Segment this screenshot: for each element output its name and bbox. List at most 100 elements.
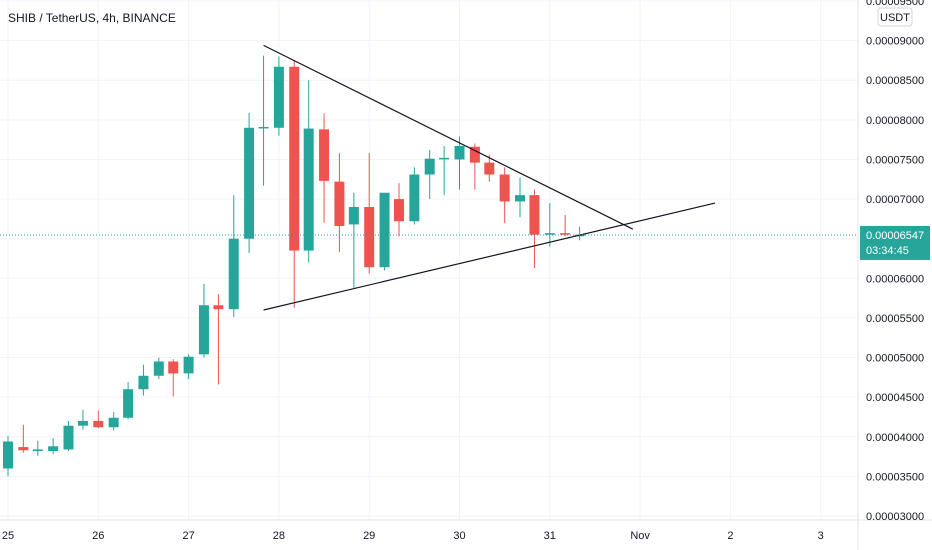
currency-badge[interactable]: USDT xyxy=(877,7,913,27)
trendline[interactable] xyxy=(263,44,634,230)
candle-body xyxy=(544,233,555,235)
candle-up[interactable] xyxy=(198,283,209,358)
candle-up[interactable] xyxy=(228,195,239,318)
candle-up[interactable] xyxy=(244,112,255,253)
candle-up[interactable] xyxy=(123,382,134,420)
candle-down[interactable] xyxy=(393,183,404,237)
price-tick-label: 0.00007500 xyxy=(866,154,924,166)
currency-label: USDT xyxy=(880,12,910,24)
candle-body xyxy=(334,181,345,227)
candle-body xyxy=(3,441,13,469)
current-price-value: 0.00006547 xyxy=(866,230,924,242)
price-tick-label: 0.00005000 xyxy=(866,353,924,365)
candle-body xyxy=(258,126,269,129)
candle-body xyxy=(364,207,375,268)
candle-up[interactable] xyxy=(108,412,119,431)
candle-down[interactable] xyxy=(213,294,224,385)
price-tick-label: 0.00009500 xyxy=(866,0,924,8)
candle-down[interactable] xyxy=(499,167,510,223)
candle-body xyxy=(183,356,194,374)
price-tick-label: 0.00008500 xyxy=(866,75,924,87)
time-tick-label: 3 xyxy=(818,530,824,542)
candle-body xyxy=(18,447,29,451)
candle-body xyxy=(228,238,239,310)
candle-down[interactable] xyxy=(529,189,540,269)
time-axis[interactable]: 25 26 27 28 29 30 31 Nov 2 3 xyxy=(2,530,824,542)
candle-body xyxy=(213,305,224,310)
candle-up[interactable] xyxy=(273,56,284,136)
candle-up[interactable] xyxy=(32,440,43,456)
grid xyxy=(0,0,858,520)
candle-body xyxy=(348,207,359,225)
time-tick-label: 29 xyxy=(363,530,375,542)
candle-body xyxy=(153,361,164,376)
candle-down[interactable] xyxy=(289,60,300,308)
candle-up[interactable] xyxy=(544,203,555,247)
candle-body xyxy=(48,446,59,452)
candle-down[interactable] xyxy=(319,113,330,223)
candle-down[interactable] xyxy=(168,359,179,397)
chart-title: SHIB / TetherUS, 4h, BINANCE xyxy=(8,11,176,25)
candle-up[interactable] xyxy=(77,409,88,430)
candle-up[interactable] xyxy=(439,145,450,196)
candle-up[interactable] xyxy=(409,167,420,225)
candle-body xyxy=(469,146,480,163)
price-axis[interactable]: 0.00003000 0.00003500 0.00004000 0.00004500… xyxy=(866,0,924,523)
candle-down[interactable] xyxy=(93,410,104,429)
candle-up[interactable] xyxy=(63,420,74,452)
candle-up[interactable] xyxy=(183,354,194,379)
candle-body xyxy=(484,162,495,175)
time-tick-label: 26 xyxy=(92,530,104,542)
candle-up[interactable] xyxy=(153,357,164,379)
candle-down[interactable] xyxy=(560,214,571,237)
candle-body xyxy=(32,449,43,452)
candle-body xyxy=(77,420,88,426)
candle-body xyxy=(393,199,404,222)
candle-body xyxy=(198,305,209,355)
candle-body xyxy=(63,425,74,450)
candle-up[interactable] xyxy=(348,192,359,288)
candle-body xyxy=(168,361,179,374)
trendline[interactable] xyxy=(263,202,716,311)
candle-body xyxy=(138,375,149,390)
candle-down[interactable] xyxy=(364,153,375,274)
time-tick-label: 31 xyxy=(544,530,556,542)
candle-down[interactable] xyxy=(469,143,480,190)
candle-up[interactable] xyxy=(303,80,314,263)
candle-up[interactable] xyxy=(3,435,13,477)
candle-countdown: 03:34:45 xyxy=(866,245,909,257)
price-tick-label: 0.00006000 xyxy=(866,273,924,285)
candle-up[interactable] xyxy=(138,364,149,396)
price-tick-label: 0.00008000 xyxy=(866,115,924,127)
candle-up[interactable] xyxy=(379,192,390,271)
candle-down[interactable] xyxy=(18,424,29,453)
candle-up[interactable] xyxy=(454,136,465,190)
candle-body xyxy=(289,66,300,251)
candle-body xyxy=(515,195,526,202)
candle-body xyxy=(244,127,255,239)
candles xyxy=(3,55,585,477)
candle-body xyxy=(379,192,390,268)
candle-down[interactable] xyxy=(334,153,345,253)
price-tick-label: 0.00005500 xyxy=(866,313,924,325)
price-tick-label: 0.00004000 xyxy=(866,432,924,444)
candle-up[interactable] xyxy=(515,177,526,218)
time-tick-label: Nov xyxy=(630,530,650,542)
candle-body xyxy=(319,129,330,181)
time-tick-label: 28 xyxy=(273,530,285,542)
trendlines[interactable] xyxy=(263,44,716,311)
candle-down[interactable] xyxy=(484,154,495,182)
candle-up[interactable] xyxy=(424,149,435,200)
candle-body xyxy=(439,157,450,160)
candle-up[interactable] xyxy=(258,55,269,186)
time-tick-label: 25 xyxy=(2,530,14,542)
candle-body xyxy=(560,233,571,235)
candle-body xyxy=(303,128,314,251)
candle-body xyxy=(454,145,465,160)
price-tick-label: 0.00004500 xyxy=(866,392,924,404)
candle-body xyxy=(499,174,510,202)
price-tick-label: 0.00003000 xyxy=(866,511,924,523)
candle-up[interactable] xyxy=(48,438,59,455)
price-tick-label: 0.00003500 xyxy=(866,471,924,483)
